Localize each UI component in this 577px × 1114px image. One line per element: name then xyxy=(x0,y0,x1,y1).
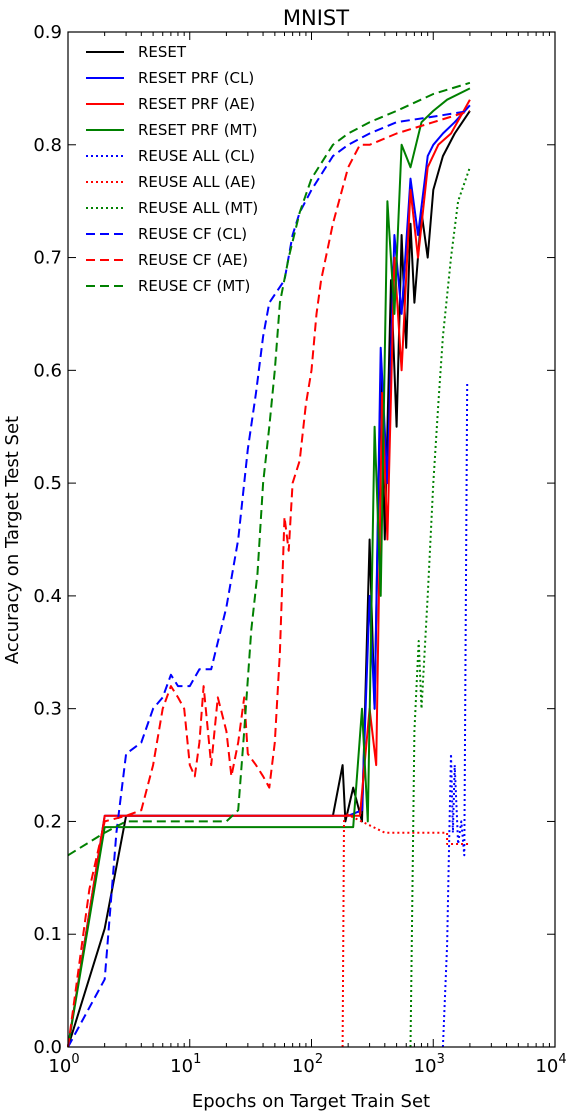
x-tick-label: 100 xyxy=(48,1052,79,1077)
series-line-0 xyxy=(67,110,471,1048)
x-tick-exponent: 3 xyxy=(437,1052,445,1067)
x-tick-base: 10 xyxy=(292,1056,315,1077)
y-tick-label: 0.5 xyxy=(33,473,62,494)
y-axis-title: Accuracy on Target Test Set xyxy=(2,416,23,664)
y-tick-label: 0.6 xyxy=(33,360,62,381)
x-tick-exponent: 0 xyxy=(71,1052,79,1067)
series-line-5 xyxy=(341,812,470,1048)
chart-title: MNIST xyxy=(283,6,349,30)
y-tick-label: 0.1 xyxy=(33,924,62,945)
legend-label: REUSE ALL (AE) xyxy=(138,173,256,191)
series-line-6 xyxy=(409,166,471,1048)
series-line-4 xyxy=(441,381,469,1048)
x-tick-label: 104 xyxy=(535,1052,566,1077)
legend: RESET RESET PRF (CL) RESET PRF (AE) RESET P… xyxy=(86,43,258,295)
x-tick-exponent: 2 xyxy=(315,1052,323,1067)
series-line-8 xyxy=(67,109,471,1048)
x-tick-base: 10 xyxy=(414,1056,437,1077)
y-tick-label: 0.8 xyxy=(33,135,62,156)
series-layer xyxy=(67,81,471,1048)
y-tick-label: 0.3 xyxy=(33,699,62,720)
legend-label: REUSE ALL (CL) xyxy=(138,147,255,165)
legend-label: RESET PRF (AE) xyxy=(138,95,255,113)
y-tick-label: 0.2 xyxy=(33,811,62,832)
legend-label: RESET PRF (CL) xyxy=(138,69,254,87)
series-line-1 xyxy=(67,104,471,1048)
legend-label: REUSE CF (CL) xyxy=(138,225,247,243)
x-tick-base: 10 xyxy=(535,1056,558,1077)
y-tick-label: 0.7 xyxy=(33,248,62,269)
legend-label: REUSE CF (MT) xyxy=(138,277,250,295)
y-tick-label: 0.9 xyxy=(33,22,62,43)
x-tick-base: 10 xyxy=(48,1056,71,1077)
legend-label: REUSE ALL (MT) xyxy=(138,199,258,217)
x-axis-title: Epochs on Target Train Set xyxy=(192,1091,430,1112)
y-tick-label: 0.4 xyxy=(33,586,62,607)
series-line-7 xyxy=(67,109,471,1048)
x-tick-exponent: 1 xyxy=(193,1052,201,1067)
series-line-2 xyxy=(67,99,471,1048)
x-tick-label: 103 xyxy=(414,1052,445,1077)
legend-label: REUSE CF (AE) xyxy=(138,251,248,269)
x-tick-base: 10 xyxy=(170,1056,193,1077)
x-tick-exponent: 4 xyxy=(558,1052,566,1067)
legend-label: RESET xyxy=(138,43,187,61)
series-line-3 xyxy=(67,87,471,1048)
y-tick-label: 0.0 xyxy=(33,1037,62,1058)
series-line-9 xyxy=(67,81,471,857)
x-tick-label: 102 xyxy=(292,1052,323,1077)
x-tick-label: 101 xyxy=(170,1052,201,1077)
legend-label: RESET PRF (MT) xyxy=(138,121,258,139)
